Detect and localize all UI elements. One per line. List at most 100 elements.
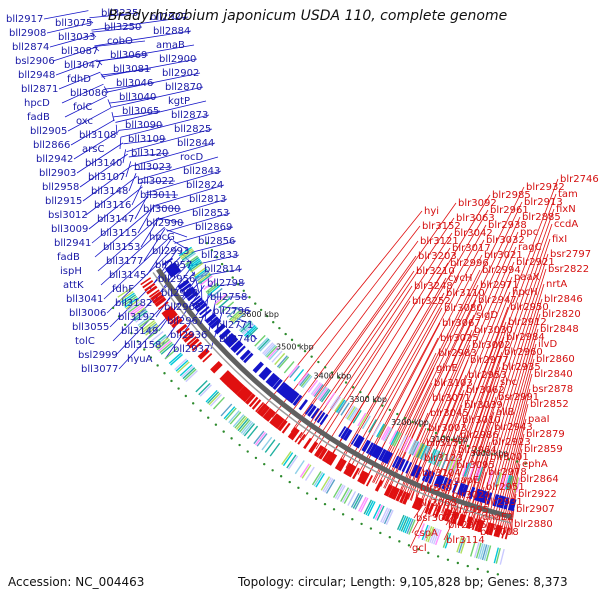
callout-line	[431, 434, 459, 510]
minus-cog-mark	[168, 352, 182, 365]
minus-strand-gene	[183, 332, 195, 343]
minus-gene-label: blr3030	[474, 325, 513, 336]
plus-cog-mark	[197, 272, 211, 283]
plus-strand-gene	[260, 368, 272, 381]
callout-line	[118, 124, 164, 131]
minus-gene-label: paaX	[514, 272, 540, 283]
minus-gene-label: blr2859	[524, 444, 563, 455]
plus-cog-mark	[185, 256, 200, 267]
plus-strand-gene	[269, 375, 281, 388]
minus-strand-gene	[327, 453, 338, 466]
minus-strand-gene	[148, 289, 160, 298]
minus-cog-mark	[286, 454, 297, 469]
minus-cog-mark	[469, 540, 476, 557]
minus-cog-mark	[382, 508, 391, 524]
outer-marker-dot	[254, 456, 258, 460]
inner-marker-dot	[381, 404, 384, 407]
plus-strand-gene	[496, 495, 503, 508]
minus-strand-gene	[277, 419, 288, 432]
minus-cog-mark	[137, 315, 152, 327]
plus-cog-mark	[372, 421, 382, 436]
plus-cog-mark	[494, 472, 501, 487]
callout-line	[111, 112, 115, 122]
plus-cog-mark	[431, 449, 439, 465]
plus-gene-label: bll2814	[204, 264, 241, 275]
plus-strand-gene	[414, 466, 422, 479]
plus-cog-mark	[182, 252, 196, 263]
minus-cog-mark	[143, 323, 158, 335]
plus-gene-label: bll2958	[42, 182, 79, 193]
minus-cog-mark	[376, 505, 385, 521]
plus-cog-mark	[276, 355, 288, 368]
callout-line	[73, 131, 119, 160]
minus-gene-label: hyi	[424, 206, 439, 217]
accession-text: Accession: NC_004463	[8, 575, 145, 589]
minus-gene-label: blr3045	[430, 408, 469, 419]
callout-line	[52, 47, 95, 62]
minus-cog-mark	[156, 338, 170, 351]
plus-cog-mark	[398, 435, 407, 450]
minus-strand-gene	[202, 352, 213, 363]
outer-marker-dot	[323, 502, 327, 506]
minus-gene-label: blr3067	[442, 318, 481, 329]
plus-cog-mark	[441, 454, 449, 469]
minus-gene-label: blr2960	[504, 347, 543, 358]
plus-gene-label: bll2833	[201, 250, 238, 261]
plus-cog-mark	[312, 383, 323, 396]
inner-marker-dot	[284, 332, 287, 336]
callout-line	[502, 448, 523, 533]
outer-marker-dot	[117, 315, 121, 318]
plus-cog-mark	[409, 440, 418, 455]
callout-line	[406, 457, 423, 500]
plus-gene-label: bll2927	[150, 12, 187, 23]
plus-strand-gene	[190, 295, 201, 305]
minus-cog-mark	[320, 476, 331, 491]
minus-cog-mark	[354, 494, 364, 510]
plus-cog-mark	[329, 395, 340, 409]
outer-marker-dot	[207, 416, 210, 419]
plus-cog-mark	[271, 350, 283, 363]
callout-line	[237, 324, 258, 340]
plus-cog-mark	[268, 348, 280, 361]
plus-gene-label: bll2824	[186, 180, 223, 191]
inner-marker-dot	[419, 424, 422, 427]
plus-strand-gene	[381, 450, 390, 463]
callout-line	[471, 283, 545, 524]
callout-line	[106, 245, 177, 314]
callout-line	[70, 119, 115, 146]
callout-line	[128, 173, 137, 192]
plus-cog-mark	[199, 275, 213, 286]
plus-strand-gene	[365, 442, 374, 454]
minus-cog-mark	[417, 523, 425, 539]
minus-gene-label: blr2913	[524, 197, 563, 208]
plus-strand-gene	[167, 264, 180, 275]
minus-cog-mark	[332, 483, 343, 498]
plus-strand-gene	[394, 456, 403, 470]
minus-strand-gene	[504, 527, 510, 540]
inner-marker-dot	[359, 390, 362, 394]
minus-cog-mark	[158, 340, 172, 352]
inner-marker-dot	[337, 376, 341, 379]
minus-strand-gene	[140, 277, 152, 286]
plus-cog-mark	[205, 282, 219, 293]
minus-gene-label: bsr2991	[498, 392, 539, 403]
plus-gene-label: fadB	[27, 112, 50, 123]
plus-strand-gene	[207, 316, 219, 327]
plus-strand-gene	[272, 378, 283, 390]
minus-gene-label: cspA	[414, 528, 438, 539]
callout-line	[94, 40, 146, 47]
minus-cog-mark	[198, 382, 211, 396]
plus-strand-gene	[276, 381, 286, 393]
plus-gene-label: bll2853	[192, 208, 229, 219]
minus-cog-mark	[175, 359, 189, 372]
plus-strand-gene	[298, 399, 308, 411]
plus-gene-label: bll2874	[12, 42, 49, 53]
outer-marker-dot	[305, 492, 309, 495]
plus-cog-mark	[190, 262, 204, 273]
callout-line	[55, 59, 98, 76]
minus-cog-mark	[220, 403, 233, 417]
minus-cog-mark	[380, 507, 389, 523]
minus-strand-gene	[318, 447, 328, 460]
minus-strand-gene	[269, 413, 279, 425]
plus-strand-gene	[199, 306, 210, 316]
